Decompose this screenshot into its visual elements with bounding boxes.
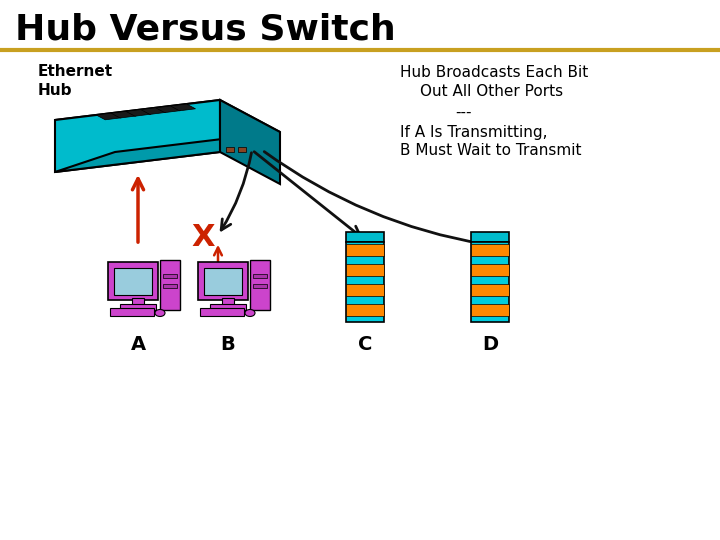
Bar [471,304,509,316]
Text: A: A [130,335,145,354]
Bar [120,304,156,310]
Text: Ethernet
Hub: Ethernet Hub [38,64,113,98]
Bar [163,274,177,278]
Polygon shape [55,100,280,152]
Bar [471,242,509,322]
Bar [132,298,144,306]
Text: D: D [482,335,498,354]
Bar [226,147,234,152]
Text: C: C [358,335,372,354]
Bar [346,284,384,296]
Polygon shape [55,132,280,172]
Text: ---: --- [455,105,472,120]
Bar [346,242,384,322]
Bar [346,304,384,316]
Text: X: X [192,222,215,252]
Bar [238,147,246,152]
Bar [200,308,244,316]
Bar [110,308,154,316]
Bar [471,264,509,276]
Bar [114,268,152,295]
Text: Hub Versus Switch: Hub Versus Switch [15,12,396,46]
Bar [210,304,246,310]
Polygon shape [96,113,121,120]
Text: Out All Other Ports: Out All Other Ports [420,84,563,99]
Bar [471,232,509,242]
Polygon shape [220,100,280,184]
Text: B: B [220,335,235,354]
Polygon shape [171,104,196,111]
Bar [250,260,270,310]
Text: If A Is Transmitting,: If A Is Transmitting, [400,125,547,140]
Bar [471,244,509,256]
Bar [471,284,509,296]
Bar [346,264,384,276]
Polygon shape [156,106,181,113]
Text: B Must Wait to Transmit: B Must Wait to Transmit [400,143,582,158]
Text: Hub Broadcasts Each Bit: Hub Broadcasts Each Bit [400,65,588,80]
Ellipse shape [155,309,165,316]
Ellipse shape [245,309,255,316]
Bar [108,262,158,300]
Bar [160,260,180,310]
Bar [222,298,234,306]
Bar [253,284,267,288]
Bar [253,274,267,278]
Bar [198,262,248,300]
Bar [346,244,384,256]
Polygon shape [126,110,151,116]
Polygon shape [55,100,220,172]
Polygon shape [141,107,166,114]
Bar [204,268,242,295]
Bar [163,284,177,288]
Bar [346,232,384,242]
Polygon shape [111,111,136,118]
